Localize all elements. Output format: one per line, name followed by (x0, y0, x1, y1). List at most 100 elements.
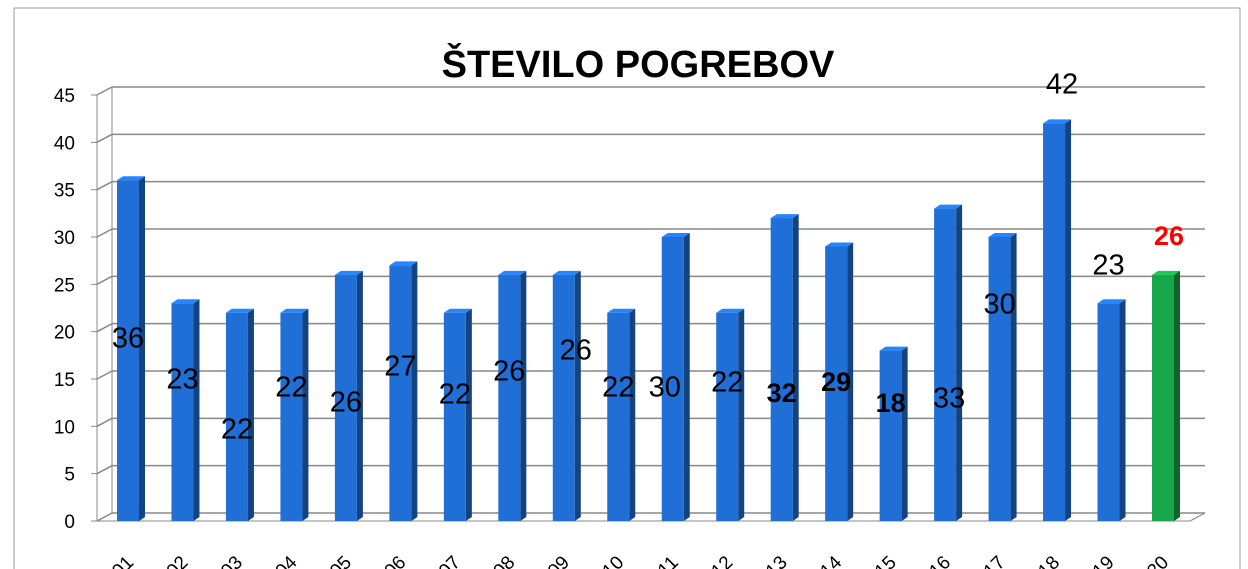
y-tick-label: 15 (54, 370, 75, 391)
bar-side (574, 270, 581, 521)
bar-side (356, 270, 363, 521)
y-tick-label: 30 (54, 228, 75, 249)
data-label: 33 (933, 383, 965, 415)
bar-side (629, 308, 636, 521)
bar-top (661, 233, 690, 237)
y-tick-label: 0 (64, 512, 75, 533)
bar-side (139, 176, 145, 521)
bar-top (825, 242, 854, 247)
bar (1043, 123, 1066, 522)
bar-side (956, 204, 963, 521)
bar-side (792, 214, 799, 522)
bar-top (1152, 270, 1180, 275)
bar-top (171, 299, 200, 304)
bar-side (901, 346, 908, 521)
bar (552, 274, 575, 521)
bar (1152, 274, 1174, 521)
bar-side (520, 270, 527, 521)
data-label: 22 (711, 367, 743, 399)
bar-top (389, 261, 418, 266)
bar-top (334, 270, 363, 275)
bar-top (498, 270, 527, 275)
data-label: 32 (767, 378, 797, 408)
data-label: 26 (330, 387, 362, 419)
bar (389, 265, 412, 521)
y-tick-label: 20 (54, 323, 75, 344)
grid-line (96, 370, 113, 380)
data-label: 30 (983, 289, 1015, 321)
data-label: 22 (439, 379, 471, 411)
bar-side (1119, 299, 1126, 521)
data-label: 26 (1154, 221, 1184, 251)
y-tick-label: 5 (64, 465, 75, 486)
bar (607, 312, 630, 521)
data-label: 26 (493, 356, 525, 388)
data-label: 26 (560, 335, 592, 367)
bar (443, 312, 466, 521)
bar (225, 312, 248, 521)
bar-top (117, 176, 145, 181)
bar (934, 208, 957, 521)
data-label: 23 (1092, 250, 1124, 282)
grid-line (96, 323, 113, 333)
bar (825, 246, 848, 521)
data-label: 23 (166, 364, 198, 396)
data-label: 22 (275, 372, 307, 404)
bar-top (879, 346, 908, 351)
grid-line (96, 275, 113, 285)
bar-top (552, 270, 581, 275)
data-label: 22 (602, 372, 634, 404)
bar (280, 312, 303, 521)
bar (661, 237, 684, 521)
bar-side (1010, 233, 1017, 521)
data-label: 36 (112, 323, 144, 355)
grid-line (96, 512, 113, 522)
bar-side (1174, 270, 1180, 521)
bar-side (465, 308, 472, 521)
bar (1097, 303, 1120, 521)
bar-top (716, 308, 745, 313)
bar-top (1097, 299, 1126, 304)
bar-side (247, 308, 254, 521)
bar-top (1043, 119, 1072, 124)
chart-title: ŠTEVILO POGREBOV (442, 41, 835, 86)
bar (171, 303, 194, 521)
bar-top (934, 204, 963, 209)
y-tick-label: 25 (54, 275, 75, 296)
data-label: 30 (649, 372, 681, 404)
bar-top (607, 308, 636, 313)
bar-top (988, 233, 1017, 237)
y-tick-label: 40 (54, 133, 75, 154)
bar-side (847, 242, 854, 521)
bar-side (1065, 119, 1072, 522)
bar (716, 312, 739, 521)
bar-side (193, 299, 200, 521)
bar (498, 274, 521, 521)
bar (334, 274, 357, 521)
bar-side (302, 308, 309, 521)
data-label: 18 (876, 388, 906, 418)
bar (770, 218, 793, 522)
y-tick-label: 45 (54, 86, 75, 107)
grid-line (96, 228, 113, 238)
data-label: 29 (821, 367, 851, 397)
floor-edge (1189, 512, 1206, 522)
bar (988, 237, 1011, 521)
bar-top (770, 214, 799, 219)
data-label: 27 (384, 351, 416, 383)
bar (879, 350, 902, 521)
bar-top (225, 308, 254, 313)
bar-side (411, 261, 418, 521)
y-tick-label: 10 (54, 417, 75, 438)
bar-side (738, 308, 745, 521)
y-tick-label: 35 (54, 181, 75, 202)
data-label: 22 (221, 414, 253, 446)
grid-line (96, 417, 113, 427)
grid-line (96, 465, 113, 475)
bar-top (280, 308, 309, 313)
bar-top (443, 308, 472, 313)
bar-side (683, 233, 690, 521)
bar (117, 180, 139, 521)
